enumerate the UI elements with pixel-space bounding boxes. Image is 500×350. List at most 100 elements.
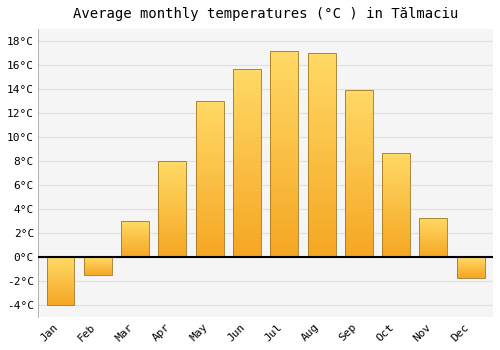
Bar [233,199,261,201]
Bar [158,247,186,248]
Bar [158,169,186,170]
Bar [420,235,448,236]
Bar [420,240,448,241]
Bar [270,146,298,148]
Bar [233,110,261,112]
Bar [270,239,298,241]
Bar [46,257,74,258]
Bar [345,97,373,99]
Bar [46,272,74,273]
Bar [46,284,74,285]
Bar [270,106,298,108]
Bar [270,90,298,92]
Bar [382,184,410,185]
Bar [382,168,410,169]
Bar [270,129,298,131]
Bar [158,196,186,197]
Bar [308,227,336,229]
Bar [196,181,224,182]
Bar [382,175,410,176]
Bar [270,173,298,175]
Bar [345,124,373,125]
Bar [270,100,298,102]
Bar [270,199,298,202]
Bar [382,185,410,186]
Bar [196,251,224,253]
Bar [158,220,186,221]
Bar [382,187,410,188]
Bar [345,242,373,244]
Bar [270,119,298,121]
Bar [308,139,336,141]
Bar [121,234,149,235]
Bar [121,243,149,244]
Bar [345,150,373,152]
Bar [270,243,298,245]
Bar [158,165,186,166]
Bar [382,255,410,256]
Bar [46,268,74,269]
Bar [308,157,336,159]
Bar [233,142,261,144]
Bar [233,140,261,142]
Bar [158,164,186,165]
Bar [233,165,261,167]
Bar [233,170,261,173]
Bar [308,253,336,256]
Bar [233,225,261,227]
Bar [270,78,298,80]
Bar [121,222,149,223]
Bar [233,148,261,150]
Bar [382,218,410,219]
Bar [345,177,373,179]
Bar [158,214,186,215]
Bar [270,131,298,133]
Bar [382,225,410,226]
Bar [308,55,336,57]
Bar [308,117,336,118]
Bar [382,153,410,154]
Bar [46,263,74,264]
Bar [196,132,224,134]
Bar [158,182,186,183]
Bar [308,133,336,135]
Bar [158,236,186,237]
Bar [158,228,186,229]
Bar [158,197,186,198]
Bar [270,57,298,59]
Bar [308,245,336,247]
Bar [196,168,224,170]
Bar [308,243,336,245]
Bar [308,135,336,137]
Bar [308,172,336,174]
Bar [158,245,186,246]
Bar [233,76,261,78]
Bar [382,194,410,195]
Bar [308,100,336,102]
Bar [382,253,410,254]
Bar [420,248,448,249]
Bar [158,235,186,236]
Bar [382,164,410,166]
Bar [345,162,373,164]
Bar [158,227,186,228]
Bar [158,250,186,251]
Bar [233,178,261,180]
Bar [196,103,224,104]
Bar [308,59,336,61]
Bar [196,211,224,212]
Bar [308,169,336,172]
Bar [158,202,186,203]
Bar [420,246,448,247]
Bar [270,197,298,199]
Bar [158,249,186,250]
Bar [158,168,186,169]
Bar [196,242,224,243]
Bar [46,302,74,303]
Bar [345,205,373,207]
Bar [158,211,186,212]
Bar [196,114,224,115]
Bar [158,209,186,210]
Bar [196,175,224,176]
Bar [196,142,224,143]
